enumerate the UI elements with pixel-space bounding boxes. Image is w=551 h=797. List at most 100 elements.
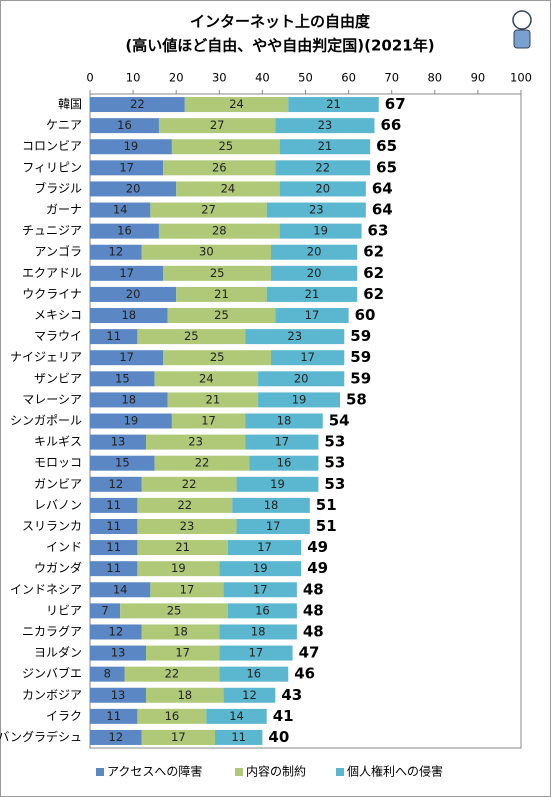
segment-label: 22 xyxy=(315,160,330,174)
total-label: 48 xyxy=(303,601,324,619)
segment-label: 24 xyxy=(221,181,236,195)
total-label: 59 xyxy=(350,348,371,366)
segment-label: 17 xyxy=(119,160,134,174)
bar-segment xyxy=(275,308,349,324)
bar-segment xyxy=(90,729,142,745)
bar-segment xyxy=(288,97,379,113)
legend-swatch xyxy=(235,768,243,776)
segment-label: 16 xyxy=(255,603,270,617)
y-tick-label: ジンバブエ xyxy=(22,666,82,681)
total-label: 66 xyxy=(380,116,401,134)
total-label: 47 xyxy=(299,644,320,662)
y-tick-label: モロッコ xyxy=(34,456,82,470)
x-tick-label: 100 xyxy=(510,71,532,85)
bar-segment xyxy=(137,518,237,534)
x-tick-label: 10 xyxy=(126,71,141,85)
total-label: 53 xyxy=(324,433,345,451)
x-tick-label: 90 xyxy=(471,71,486,85)
segment-label: 19 xyxy=(292,392,307,406)
bar-segment xyxy=(236,476,319,492)
segment-label: 17 xyxy=(201,414,216,428)
segment-label: 15 xyxy=(115,371,130,385)
bar-segment xyxy=(249,455,319,471)
bar-segment xyxy=(275,118,375,134)
segment-label: 25 xyxy=(214,308,229,322)
total-label: 48 xyxy=(303,580,324,598)
bar-segment xyxy=(227,603,297,619)
y-tick-label: コロンビア xyxy=(22,139,82,153)
total-label: 51 xyxy=(316,496,337,514)
segment-label: 13 xyxy=(111,435,126,449)
bar-segment xyxy=(90,371,155,387)
bar-segment xyxy=(266,286,358,302)
segment-label: 24 xyxy=(229,97,244,111)
bar-segment xyxy=(90,350,164,366)
segment-label: 16 xyxy=(277,456,292,470)
y-tick-label: カンボジア xyxy=(22,688,82,702)
segment-label: 8 xyxy=(104,667,111,681)
total-label: 59 xyxy=(350,327,371,345)
segment-label: 16 xyxy=(246,667,261,681)
segment-label: 28 xyxy=(212,224,227,238)
segment-label: 17 xyxy=(249,646,264,660)
total-label: 40 xyxy=(268,728,289,746)
bar-segment xyxy=(90,329,138,345)
segment-label: 11 xyxy=(106,498,121,512)
total-label: 62 xyxy=(363,243,384,261)
bar-segment xyxy=(176,181,280,197)
bar-segment xyxy=(120,603,228,619)
segment-label: 17 xyxy=(119,350,134,364)
total-label: 46 xyxy=(294,665,315,683)
bar-segment xyxy=(258,371,345,387)
segment-label: 17 xyxy=(119,266,134,280)
bar-segment xyxy=(141,244,272,260)
segment-label: 11 xyxy=(106,329,121,343)
bar-segment xyxy=(90,265,164,281)
bar-segment xyxy=(90,413,172,429)
bar-segment xyxy=(163,160,276,176)
segment-label: 21 xyxy=(214,287,229,301)
segment-label: 25 xyxy=(210,266,225,280)
y-tick-label: シンガポール xyxy=(10,414,82,428)
total-label: 65 xyxy=(376,137,397,155)
bar-segment xyxy=(184,97,289,113)
segment-label: 21 xyxy=(175,540,190,554)
x-tick-label: 50 xyxy=(298,71,313,85)
segment-label: 11 xyxy=(106,519,121,533)
bar-segment xyxy=(206,708,267,724)
total-label: 62 xyxy=(363,264,384,282)
segment-label: 21 xyxy=(305,287,320,301)
bar-segment xyxy=(223,582,297,598)
bar-segment xyxy=(279,139,371,155)
y-tick-label: リビア xyxy=(46,603,82,617)
bar-segment xyxy=(90,244,142,260)
y-tick-label: チュニジア xyxy=(22,224,82,238)
y-tick-label: ケニア xyxy=(46,118,82,132)
mascot-icon xyxy=(512,10,532,49)
bar-segment xyxy=(236,518,310,534)
segment-label: 19 xyxy=(171,561,186,575)
segment-label: 20 xyxy=(126,181,141,195)
segment-label: 13 xyxy=(111,646,126,660)
bar-segment xyxy=(219,645,293,661)
bar-segment xyxy=(137,540,228,556)
segment-label: 12 xyxy=(242,688,257,702)
bar-segment xyxy=(158,223,280,239)
segment-label: 23 xyxy=(287,329,302,343)
bar-segment xyxy=(90,434,147,450)
bar-segment xyxy=(141,476,237,492)
total-label: 53 xyxy=(324,454,345,472)
segment-label: 15 xyxy=(115,456,130,470)
segment-label: 22 xyxy=(165,667,180,681)
bar-segment xyxy=(90,308,168,324)
y-tick-label: アンゴラ xyxy=(34,244,82,259)
bar-segment xyxy=(245,329,345,345)
segment-label: 23 xyxy=(318,118,333,132)
segment-label: 25 xyxy=(218,139,233,153)
bar-segment xyxy=(90,160,164,176)
segment-label: 20 xyxy=(294,371,309,385)
total-label: 51 xyxy=(316,517,337,535)
bar-segment xyxy=(146,434,246,450)
y-tick-label: フィリピン xyxy=(22,160,82,174)
bar-segment xyxy=(90,561,138,577)
